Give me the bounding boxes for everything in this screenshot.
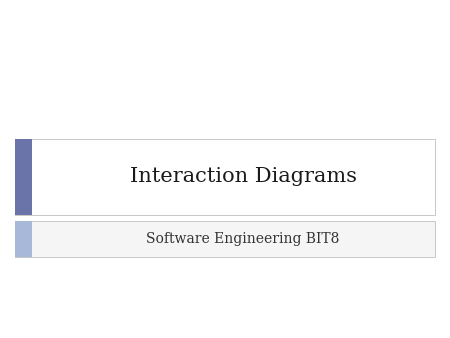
Bar — [15, 221, 32, 257]
Text: Interaction Diagrams: Interaction Diagrams — [130, 167, 356, 186]
Text: Software Engineering BIT8: Software Engineering BIT8 — [146, 232, 340, 246]
Bar — [15, 139, 32, 215]
Bar — [15, 139, 435, 215]
Bar — [15, 221, 435, 257]
